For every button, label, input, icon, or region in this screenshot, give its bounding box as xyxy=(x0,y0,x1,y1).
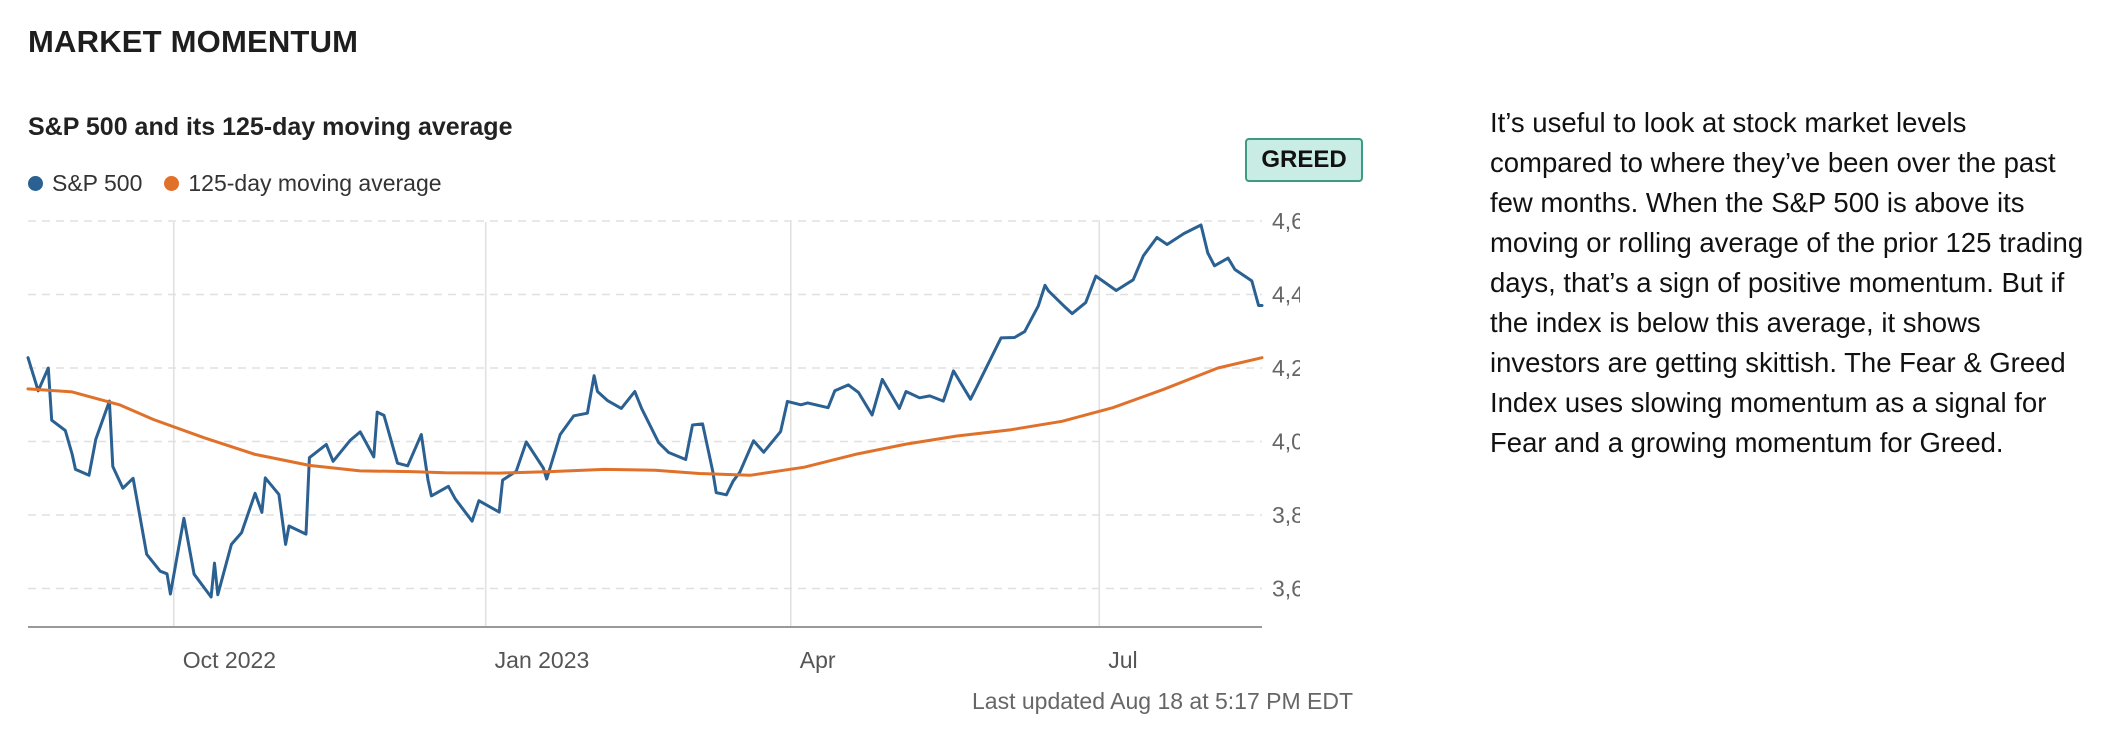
legend-dot-icon xyxy=(164,176,180,191)
legend-label-sp500: S&P 500 xyxy=(52,170,143,196)
y-tick-label: 4,000.00 xyxy=(1272,429,1300,455)
chart-title: S&P 500 and its 125-day moving average xyxy=(28,113,513,141)
legend-item-moving-average[interactable]: 125-day moving average xyxy=(164,170,442,197)
sp500-line-chart: 3,600.00 3,800.00 4,000.00 4,200.00 4,400.00… xyxy=(26,208,1300,673)
y-tick-label: 4,600.00 xyxy=(1272,208,1300,234)
y-tick-label: 4,400.00 xyxy=(1272,282,1300,308)
y-tick-label: 3,800.00 xyxy=(1272,502,1300,528)
sp500-series-line xyxy=(26,223,1264,599)
x-tick-label: Oct 2022 xyxy=(183,647,276,673)
greed-indicator-badge: GREED xyxy=(1245,138,1363,182)
section-title: MARKET MOMENTUM xyxy=(28,24,359,59)
x-tick-label: Apr xyxy=(800,647,836,673)
moving-average-series-line xyxy=(26,356,1264,477)
x-tick-label: Jul xyxy=(1108,647,1137,673)
y-tick-label: 4,200.00 xyxy=(1272,355,1300,381)
x-tick-label: Jan 2023 xyxy=(495,647,590,673)
chart-legend: S&P 500 125-day moving average xyxy=(28,170,442,197)
legend-dot-icon xyxy=(28,176,43,191)
legend-item-sp500[interactable]: S&P 500 xyxy=(28,170,142,197)
legend-label-moving-average: 125-day moving average xyxy=(188,170,442,196)
momentum-description: It’s useful to look at stock market leve… xyxy=(1490,107,2084,458)
last-updated-text: Last updated Aug 18 at 5:17 PM EDT xyxy=(972,688,1354,714)
y-tick-label: 3,600.00 xyxy=(1272,576,1300,602)
